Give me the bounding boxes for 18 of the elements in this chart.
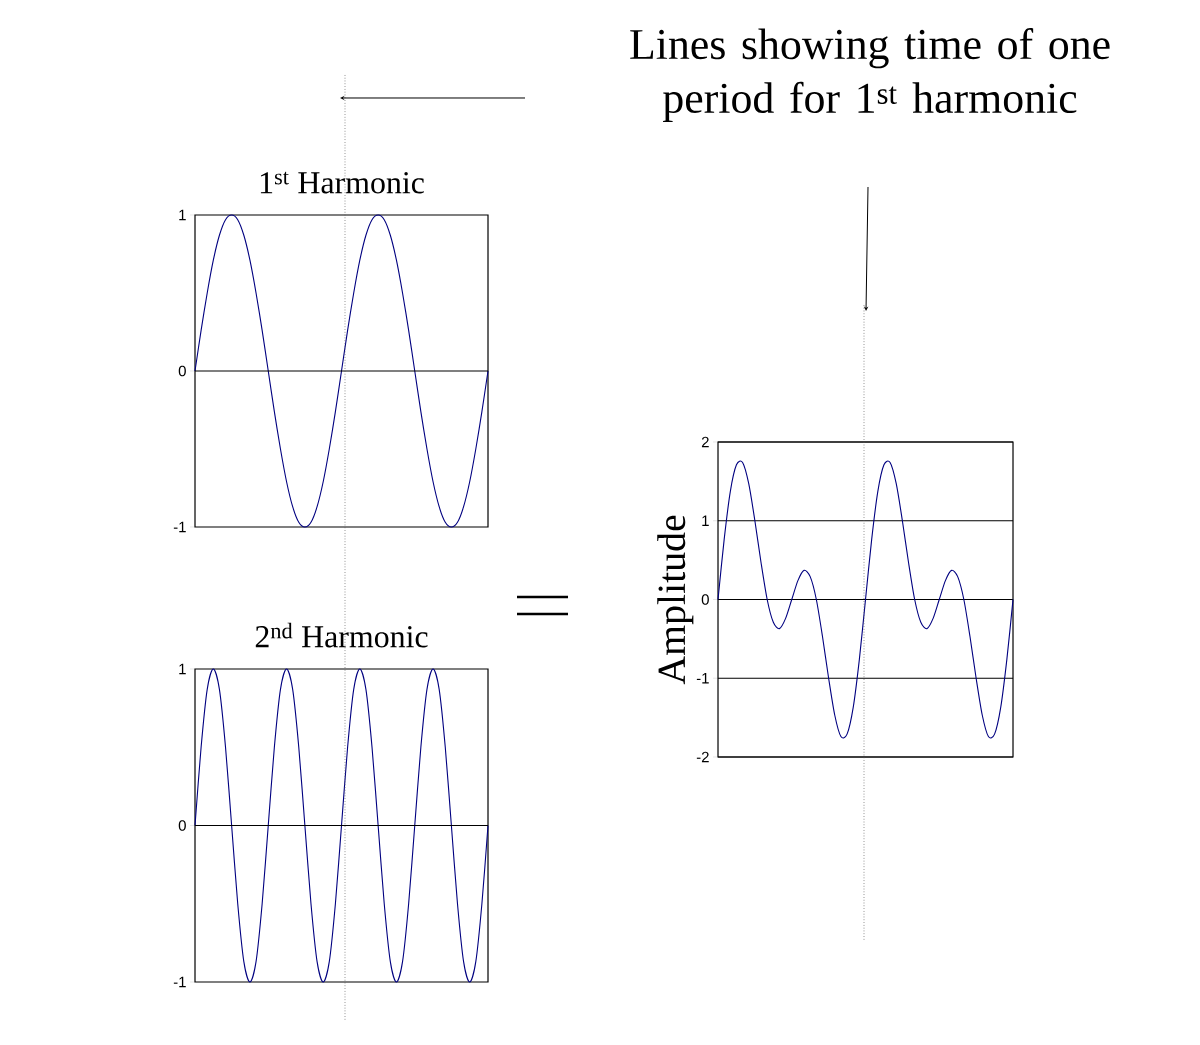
y-tick-label: 0 [178,820,186,831]
y-tick-label: -2 [696,751,709,763]
line-series [717,461,1014,738]
y-tick-label: 0 [701,594,709,605]
y-axis-title: Amplitude [657,515,694,685]
y-tick-label: -1 [696,673,709,684]
y-tick-label: 1 [179,663,186,675]
y-tick-label: 0 [178,365,186,377]
line-series [194,668,489,983]
chart-title: 1$^{st}$ Harmonic [260,171,424,194]
text: Lines showing time of one period for 1$^{st}$ harmonic [630,27,1110,122]
y-tick-label: 1 [702,515,709,526]
y-tick-label: 1 [179,209,186,221]
y-tick-label: -1 [173,976,186,988]
line-series [194,214,489,528]
y-tick-label: -1 [173,521,186,533]
y-tick-label: 2 [701,436,709,448]
chart-title: 2$^{nd}$ Harmonic [255,622,428,648]
